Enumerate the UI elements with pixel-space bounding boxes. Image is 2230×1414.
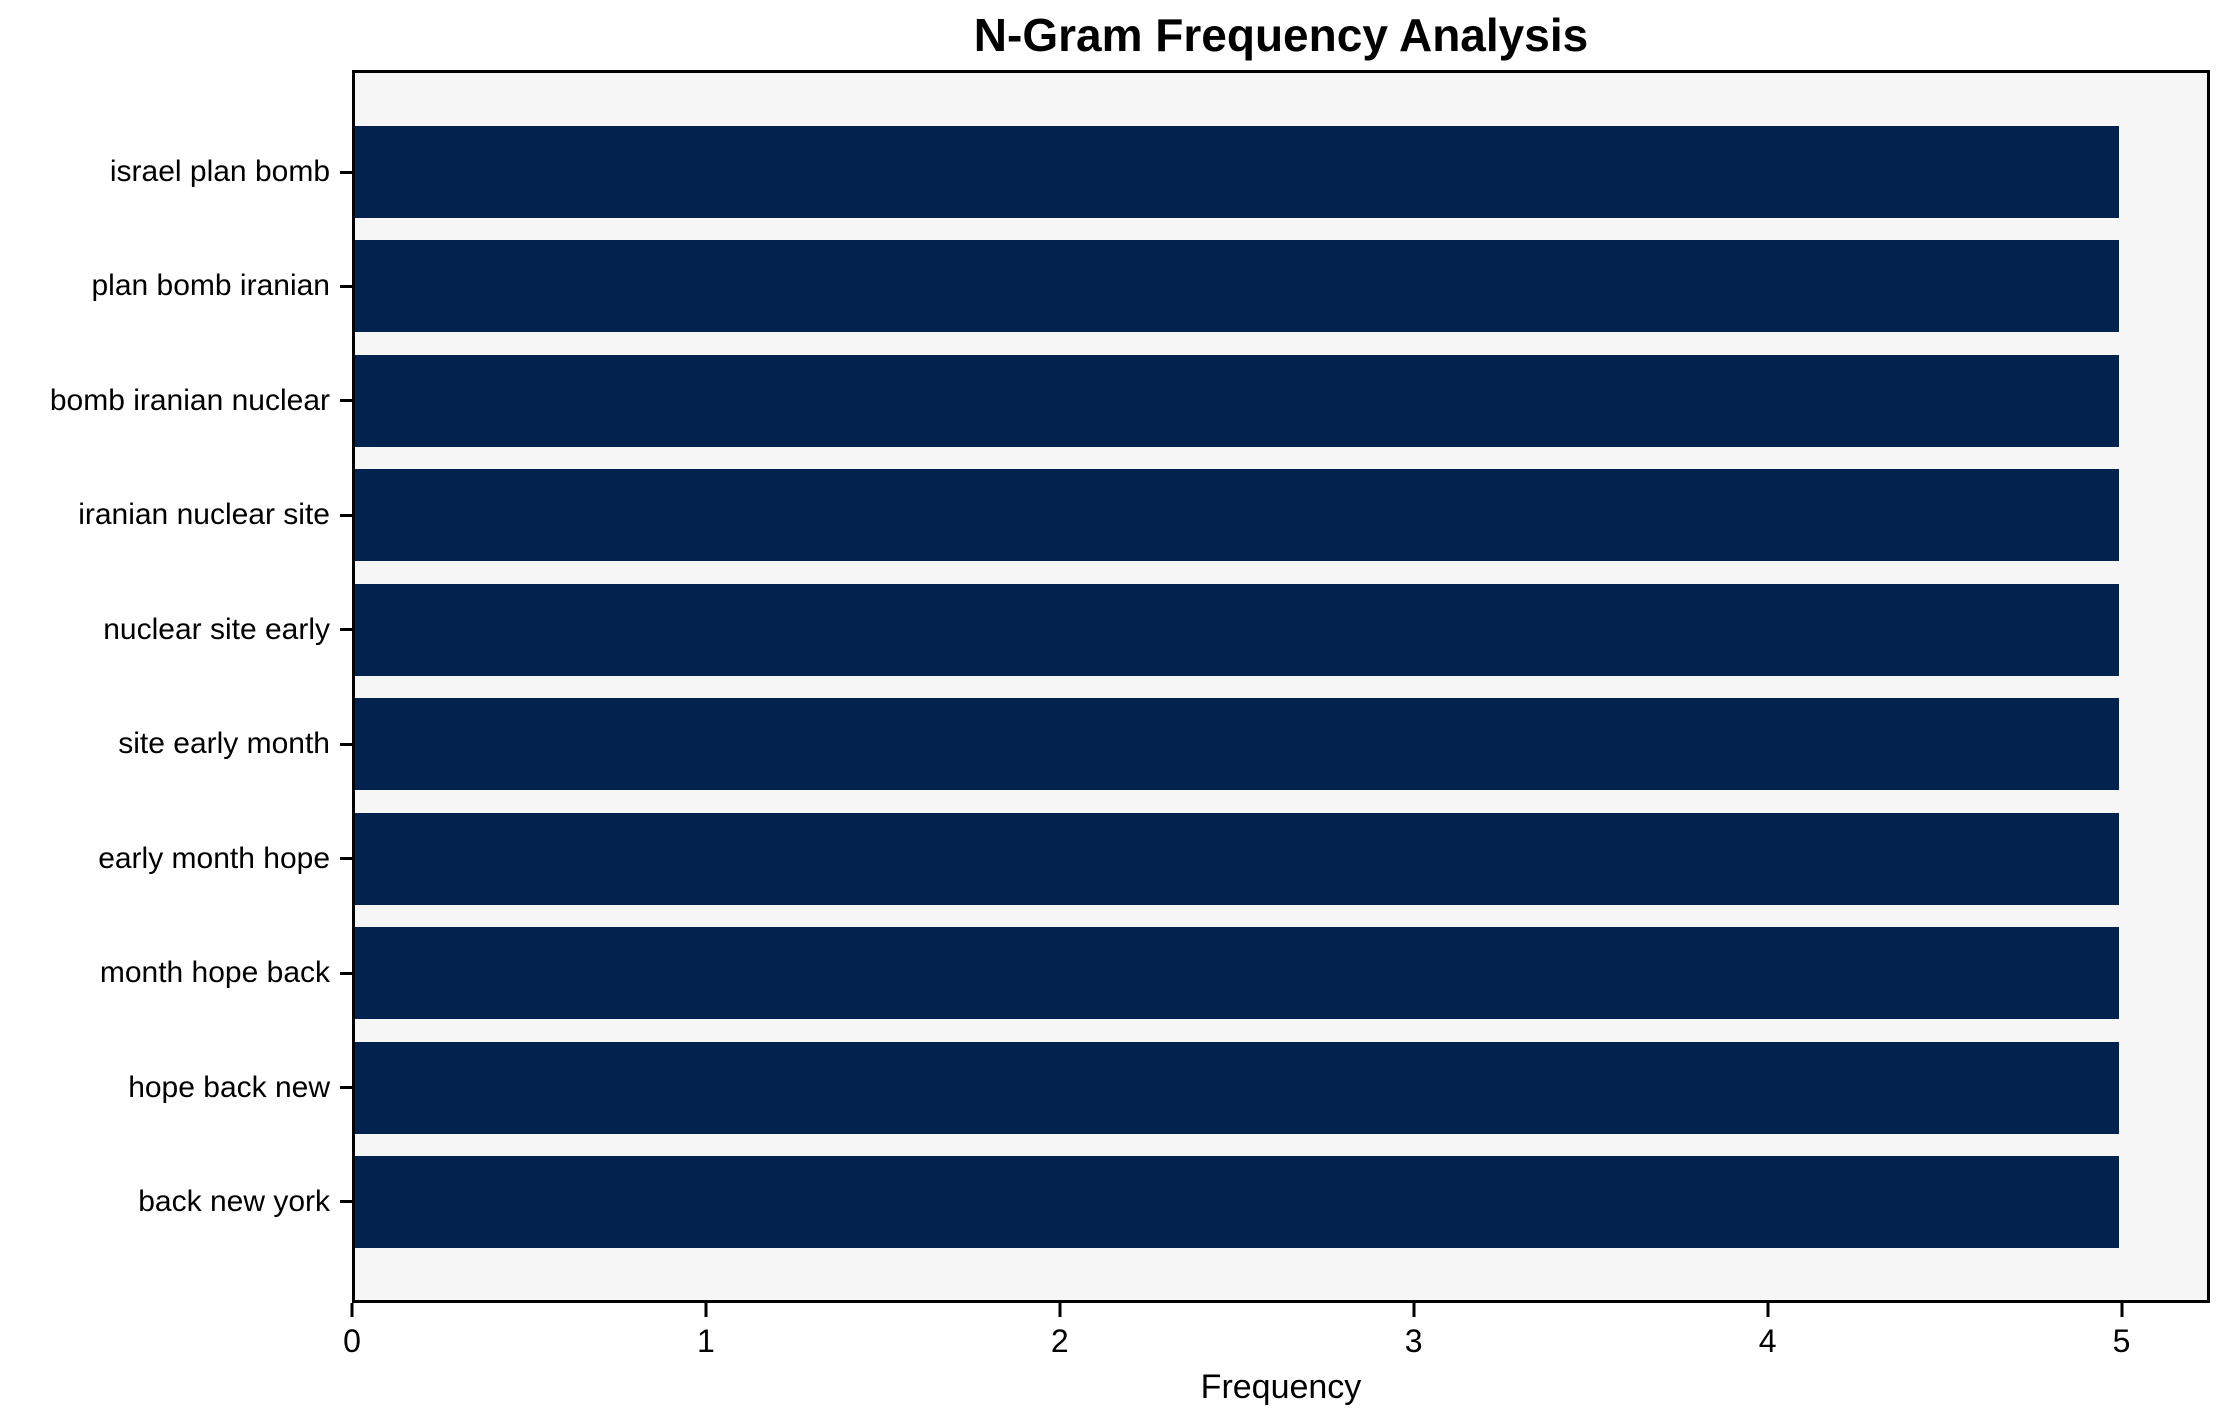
y-tick-mark (340, 857, 352, 861)
bar (355, 698, 2119, 791)
chart-title: N-Gram Frequency Analysis (973, 9, 1589, 61)
bars-container: israel plan bomb plan bomb iranian bomb ir… (50, 126, 2207, 1248)
bar-row: plan bomb iranian (92, 240, 2207, 333)
bar (355, 927, 2119, 1020)
y-tick-mark (340, 971, 352, 975)
x-tick-mark (1412, 1303, 1416, 1317)
x-axis-tick-label: 1 (696, 1323, 715, 1359)
y-tick-mark (340, 513, 352, 517)
y-tick-mark (340, 284, 352, 288)
bar-row: early month hope (98, 812, 2207, 905)
bar-row: site early month (118, 698, 2207, 791)
bar-row: hope back new (128, 1041, 2207, 1134)
bar (355, 469, 2119, 562)
y-tick-mark (340, 170, 352, 174)
x-axis-label: Frequency (1200, 1368, 1362, 1406)
y-tick-mark (340, 742, 352, 746)
bar-row: back new york (138, 1155, 2207, 1248)
y-axis-tick-label: hope back new (128, 1070, 330, 1104)
x-tick-mark (1058, 1303, 1062, 1317)
x-tick-mark (1766, 1303, 1770, 1317)
x-tick-mark (350, 1303, 354, 1317)
bar (355, 812, 2119, 905)
x-axis-tick-label: 3 (1404, 1323, 1423, 1359)
bar (355, 1041, 2119, 1134)
y-axis-tick-label: bomb iranian nuclear (49, 383, 330, 417)
bar-row: israel plan bomb (110, 126, 2207, 218)
x-tick-mark (704, 1303, 708, 1317)
bar (355, 583, 2119, 676)
y-axis-tick-label: israel plan bomb (109, 155, 330, 188)
bar (355, 1155, 2119, 1248)
y-axis-tick-label: iranian nuclear site (78, 498, 330, 532)
x-axis-tick-label: 4 (1758, 1323, 1777, 1359)
bar (355, 126, 2119, 218)
bar-row: bomb iranian nuclear (50, 354, 2207, 447)
x-axis-tick-label: 0 (343, 1323, 361, 1359)
y-axis-tick-label: back new york (138, 1184, 330, 1218)
bar-row: nuclear site early (103, 583, 2207, 676)
y-tick-mark (340, 628, 352, 632)
bar (355, 354, 2119, 447)
x-axis-tick-label: 5 (2112, 1323, 2131, 1359)
plot-area: israel plan bomb plan bomb iranian bomb ir… (50, 70, 2210, 1303)
x-tick-mark (2120, 1303, 2124, 1317)
bar-row: iranian nuclear site (78, 469, 2207, 562)
x-axis: 0 1 2 3 4 5 (343, 1303, 2210, 1373)
y-axis-tick-label: nuclear site early (103, 612, 330, 646)
bar (355, 240, 2119, 333)
y-axis-tick-label: plan bomb iranian (91, 269, 331, 303)
y-axis-tick-label: early month hope (98, 841, 330, 875)
y-axis-tick-label: site early month (118, 727, 330, 761)
y-tick-mark (340, 399, 352, 403)
x-axis-tick-label: 2 (1050, 1323, 1069, 1359)
bar-row: month hope back (100, 927, 2207, 1020)
y-tick-mark (340, 1086, 352, 1089)
y-axis-tick-label: month hope back (99, 956, 330, 990)
y-tick-mark (340, 1200, 352, 1204)
